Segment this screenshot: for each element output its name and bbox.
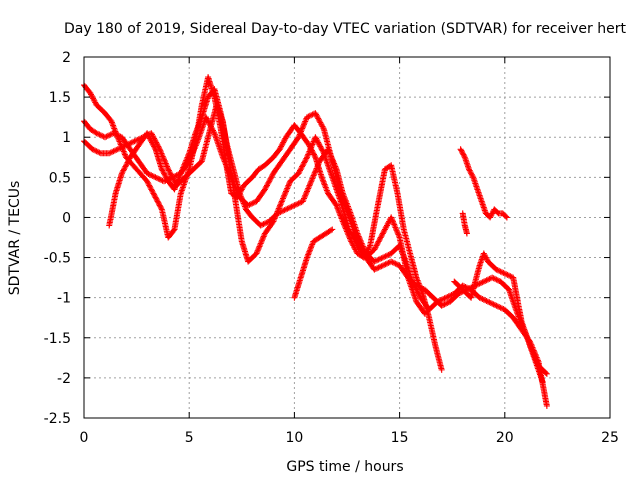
series-track-7 [459, 210, 470, 237]
y-tick-label: 0 [62, 210, 71, 226]
y-tick-label: -2 [57, 371, 71, 387]
series-track-4 [106, 110, 428, 317]
x-tick-label: 10 [285, 430, 303, 446]
y-tick-label: -0.5 [44, 251, 71, 267]
series-track-6 [457, 146, 510, 221]
y-tick-label: -1 [57, 291, 71, 307]
x-tick-label: 0 [80, 430, 89, 446]
marker-trail-track-6 [457, 146, 510, 221]
axis-ticks: 0 5 10 15 20 25 -2.5 -2 -1.5 -1 -0.5 0 0.5 1 1.5 2 [44, 50, 619, 446]
y-tick-label: -2.5 [44, 411, 71, 427]
y-tick-label: 1.5 [49, 90, 71, 106]
marker-trail-track-8 [451, 250, 550, 377]
x-tick-label: 5 [185, 430, 194, 446]
y-axis-label: SDTVAR / TECUs [7, 181, 23, 296]
series-track-8 [451, 250, 550, 377]
x-axis-label: GPS time / hours [286, 459, 403, 475]
x-tick-label: 20 [496, 430, 514, 446]
plot-frame [83, 56, 611, 419]
y-tick-label: 2 [62, 50, 71, 66]
chart-title: Day 180 of 2019, Sidereal Day-to-day VTE… [64, 21, 626, 37]
y-tick-label: 0.5 [49, 170, 71, 186]
y-tick-label: -1.5 [44, 331, 71, 347]
x-tick-label: 15 [391, 430, 409, 446]
marker-trail-track-7 [459, 210, 470, 237]
marker-trail-track-4 [106, 110, 428, 317]
marker-trail-track-5 [291, 226, 336, 301]
data-points [81, 74, 550, 409]
x-tick-label: 25 [601, 430, 619, 446]
series-track-5 [291, 226, 336, 301]
y-tick-label: 1 [62, 130, 71, 146]
